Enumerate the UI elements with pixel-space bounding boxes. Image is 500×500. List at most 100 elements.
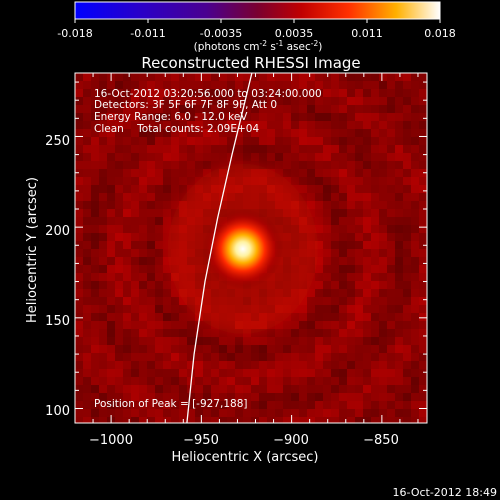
heatmap-cell: [363, 209, 372, 218]
heatmap-cell: [371, 265, 380, 274]
heatmap-cell: [99, 353, 108, 362]
heatmap-cell: [75, 361, 84, 370]
heatmap-cell: [155, 241, 164, 250]
heatmap-cell: [339, 313, 348, 322]
heatmap-cell: [395, 305, 404, 314]
colorbar-tick-1: -0.011: [130, 27, 165, 40]
heatmap-cell: [99, 81, 108, 90]
heatmap-cell: [259, 153, 268, 162]
heatmap-cell: [123, 89, 132, 98]
heatmap-cell: [187, 137, 196, 146]
heatmap-cell: [291, 377, 300, 386]
heatmap-cell: [147, 121, 156, 130]
heatmap-cell: [419, 321, 427, 330]
heatmap-cell: [403, 249, 412, 258]
heatmap-cell: [99, 121, 108, 130]
heatmap-cell: [91, 337, 100, 346]
heatmap-cell: [355, 105, 364, 114]
heatmap-cell: [203, 169, 212, 178]
heatmap-cell: [243, 81, 252, 90]
heatmap-cell: [363, 225, 372, 234]
heatmap-cell: [419, 145, 427, 154]
heatmap-cell: [387, 345, 396, 354]
heatmap-cell: [347, 153, 356, 162]
heatmap-cell: [75, 289, 84, 298]
heatmap-cell: [363, 377, 372, 386]
heatmap-cell: [155, 201, 164, 210]
heatmap-cell: [83, 417, 92, 423]
heatmap-cell: [139, 193, 148, 202]
heatmap-cell: [411, 281, 420, 290]
heatmap-cell: [275, 161, 284, 170]
heatmap-cell: [347, 361, 356, 370]
heatmap-cell: [347, 337, 356, 346]
heatmap-cell: [99, 337, 108, 346]
heatmap-cell: [155, 417, 164, 423]
heatmap-cell: [275, 153, 284, 162]
heatmap-cell: [379, 129, 388, 138]
heatmap-cell: [139, 121, 148, 130]
heatmap-cell: [363, 369, 372, 378]
heatmap-cell: [355, 385, 364, 394]
heatmap-cell: [339, 401, 348, 410]
heatmap-cell: [323, 385, 332, 394]
heatmap-cell: [211, 401, 220, 410]
heatmap-cell: [147, 345, 156, 354]
heatmap-cell: [339, 225, 348, 234]
heatmap-cell: [331, 137, 340, 146]
heatmap-cell: [395, 113, 404, 122]
heatmap-cell: [171, 201, 180, 210]
heatmap-cell: [395, 161, 404, 170]
heatmap-cell: [403, 105, 412, 114]
heatmap-cell: [339, 273, 348, 282]
heatmap-cell: [307, 137, 316, 146]
heatmap-cell: [347, 321, 356, 330]
heatmap-cell: [371, 385, 380, 394]
heatmap-cell: [123, 281, 132, 290]
heatmap-cell: [259, 81, 268, 90]
heatmap-cell: [147, 233, 156, 242]
heatmap-cell: [355, 289, 364, 298]
heatmap-cell: [155, 209, 164, 218]
heatmap-cell: [163, 169, 172, 178]
heatmap-cell: [267, 337, 276, 346]
heatmap-cell: [83, 393, 92, 402]
heatmap-cell: [395, 417, 404, 423]
heatmap-cell: [107, 289, 116, 298]
heatmap-cell: [107, 105, 116, 114]
heatmap-cell: [147, 385, 156, 394]
heatmap-cell: [411, 305, 420, 314]
heatmap-cell: [163, 305, 172, 314]
heatmap-cell: [123, 337, 132, 346]
heatmap-cell: [107, 385, 116, 394]
heatmap-cell: [123, 265, 132, 274]
heatmap-cell: [155, 137, 164, 146]
heatmap-cell: [219, 145, 228, 154]
heatmap-cell: [203, 329, 212, 338]
heatmap-cell: [379, 289, 388, 298]
y-tick-label-1: 150: [45, 314, 70, 329]
heatmap-cell: [355, 137, 364, 146]
heatmap-cell: [395, 257, 404, 266]
heatmap-cell: [115, 209, 124, 218]
heatmap-cell: [203, 353, 212, 362]
heatmap-cell: [115, 321, 124, 330]
heatmap-cell: [323, 201, 332, 210]
heatmap-cell: [419, 297, 427, 306]
heatmap-cell: [403, 201, 412, 210]
heatmap-cell: [331, 177, 340, 186]
heatmap-cell: [171, 361, 180, 370]
heatmap-cell: [107, 297, 116, 306]
heatmap-cell: [83, 249, 92, 258]
heatmap-cell: [171, 369, 180, 378]
heatmap-cell: [91, 225, 100, 234]
heatmap-cell: [235, 361, 244, 370]
heatmap-cell: [323, 361, 332, 370]
heatmap-cell: [99, 257, 108, 266]
heatmap-cell: [411, 361, 420, 370]
heatmap-cell: [163, 409, 172, 418]
heatmap-cell: [203, 137, 212, 146]
heatmap-cell: [267, 377, 276, 386]
heatmap-cell: [155, 337, 164, 346]
heatmap-cell: [227, 345, 236, 354]
